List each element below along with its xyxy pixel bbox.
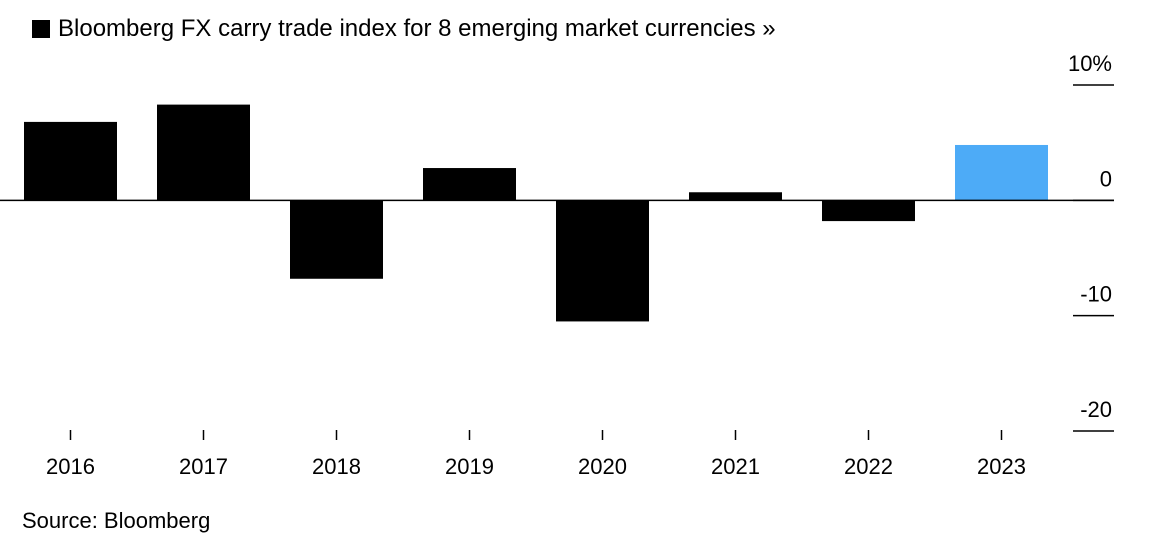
x-tick-label: 2017	[179, 454, 228, 479]
x-tick-label: 2016	[46, 454, 95, 479]
x-tick-label: 2019	[445, 454, 494, 479]
legend-swatch	[32, 20, 50, 38]
bar-2018	[290, 200, 383, 279]
x-tick-label: 2020	[578, 454, 627, 479]
y-tick-label: 10%	[1068, 51, 1112, 76]
x-tick-label: 2022	[844, 454, 893, 479]
bar-2022	[822, 200, 915, 222]
bar-2019	[423, 168, 516, 201]
chart-legend: Bloomberg FX carry trade index for 8 eme…	[32, 14, 776, 44]
bar-2020	[556, 200, 649, 322]
source-note: Source: Bloomberg	[22, 508, 211, 533]
y-tick-label: -10	[1080, 282, 1112, 307]
bar-2017	[157, 104, 250, 201]
bar-2016	[24, 121, 117, 201]
chart-title: Bloomberg FX carry trade index for 8 eme…	[58, 15, 776, 42]
bar-2023	[955, 144, 1048, 201]
x-tick-label: 2023	[977, 454, 1026, 479]
x-tick-label: 2021	[711, 454, 760, 479]
y-tick-label: 0	[1100, 166, 1112, 191]
x-tick-label: 2018	[312, 454, 361, 479]
bar-2021	[689, 192, 782, 201]
y-tick-label: -20	[1080, 397, 1112, 422]
bar-chart: 10% 0 -10 -20 2016 2017 2018 2019 2020 2021 2022 20…	[0, 51, 1114, 479]
